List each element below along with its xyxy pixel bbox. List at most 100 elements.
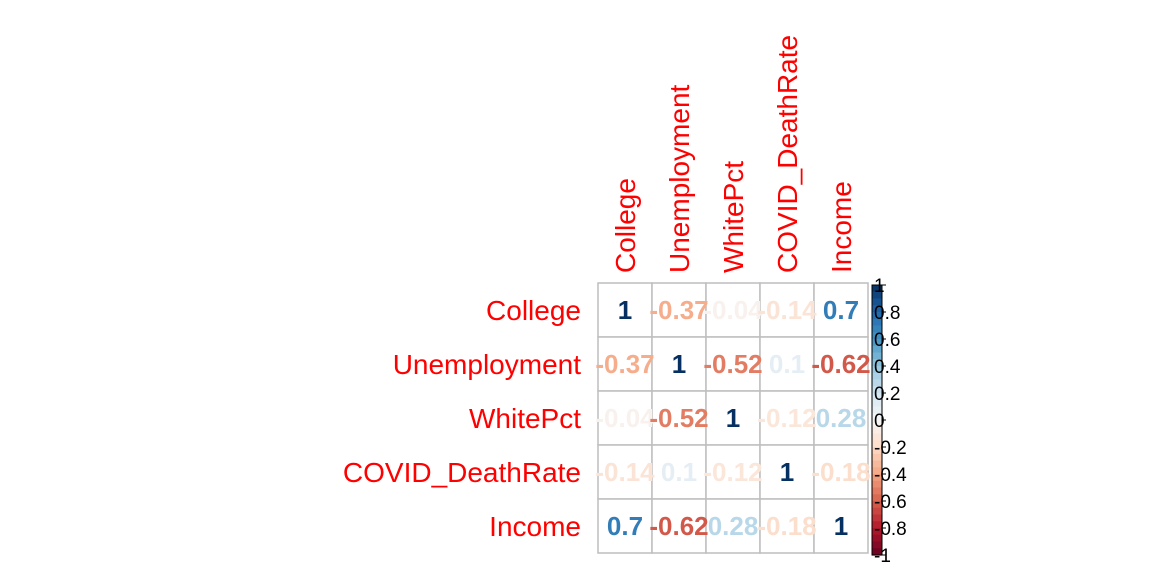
coefficient-label: 1 — [672, 349, 686, 379]
row-label: Income — [489, 511, 581, 542]
coefficient-label: 1 — [834, 511, 848, 541]
colorbar-tick-label: -0.2 — [874, 438, 907, 459]
coefficient-label: -0.14 — [757, 295, 817, 325]
coefficient-label: -0.18 — [757, 511, 816, 541]
grid-cell — [651, 282, 707, 338]
colorbar-segment — [872, 406, 882, 414]
coefficient-label: -0.18 — [811, 457, 870, 487]
colorbar-segment — [872, 501, 882, 509]
colorbar-segment — [872, 312, 882, 320]
colorbar-segment — [872, 474, 882, 482]
coefficient-label: 1 — [618, 295, 632, 325]
colorbar-tick-label: 0.6 — [874, 330, 900, 351]
colorbar-segment — [872, 541, 882, 549]
column-label: Unemployment — [664, 84, 695, 273]
colorbar-tick-label: 0.2 — [874, 384, 900, 405]
grid-cell — [651, 444, 707, 500]
row-label: WhitePct — [469, 403, 581, 434]
coefficient-label: -0.52 — [649, 403, 708, 433]
colorbar-segment — [872, 534, 882, 543]
coefficient-label: -0.04 — [595, 403, 655, 433]
grid-cell — [705, 498, 761, 554]
colorbar-tick-label: -1 — [874, 546, 891, 567]
colorbar-segment — [872, 521, 882, 529]
colorbar-segment — [872, 372, 882, 381]
colorbar-segment — [872, 507, 882, 516]
colorbar-segment — [872, 433, 882, 441]
coefficient-label: 0.28 — [708, 511, 759, 541]
coefficient-label: -0.37 — [649, 295, 708, 325]
colorbar-segment — [872, 528, 882, 536]
grid-cell — [597, 282, 653, 338]
colorbar-segment — [872, 426, 882, 435]
colorbar-tick-label: -0.4 — [874, 465, 907, 486]
grid-cell — [813, 336, 869, 392]
grid-cell — [705, 336, 761, 392]
colorbar-segment — [872, 305, 882, 313]
grid-cell — [651, 498, 707, 554]
grid-cell — [597, 444, 653, 500]
colorbar-segment — [872, 339, 882, 347]
colorbar-segment — [872, 291, 882, 300]
colorbar-tick-label: 0 — [874, 411, 885, 432]
coefficient-label: 0.28 — [816, 403, 867, 433]
colorbar-segment — [872, 467, 882, 475]
colorbar-tick-label: -0.6 — [874, 492, 907, 513]
coefficient-label: -0.52 — [703, 349, 762, 379]
grid-cell — [759, 444, 815, 500]
grid-cell — [813, 444, 869, 500]
grid-cell — [597, 336, 653, 392]
grid-cell — [813, 498, 869, 554]
coefficient-label: 0.7 — [607, 511, 643, 541]
grid-cell — [651, 390, 707, 446]
column-label: COVID_DeathRate — [772, 35, 803, 273]
coefficient-label: 0.1 — [661, 457, 697, 487]
colorbar-segment — [872, 285, 882, 293]
coefficient-label: -0.37 — [595, 349, 654, 379]
coefficient-label: -0.62 — [649, 511, 708, 541]
colorbar-tick-label: 1 — [874, 276, 885, 297]
column-label: College — [610, 178, 641, 273]
colorbar-segment — [872, 352, 882, 360]
colorbar-segment — [872, 413, 882, 421]
colorbar-tick-label: -0.8 — [874, 519, 907, 540]
row-label: COVID_DeathRate — [343, 457, 581, 488]
colorbar-segment — [872, 447, 882, 455]
colorbar-segment — [872, 386, 882, 394]
colorbar-segment — [872, 399, 882, 408]
colorbar-segment — [872, 460, 882, 468]
colorbar-segment — [872, 453, 882, 462]
coefficient-label: 0.7 — [823, 295, 859, 325]
colorbar-segment — [872, 345, 882, 354]
colorbar-segment — [872, 359, 882, 367]
coefficient-label: -0.14 — [595, 457, 655, 487]
coefficient-label: 1 — [726, 403, 740, 433]
row-label: College — [486, 295, 581, 326]
colorbar-segment — [872, 298, 882, 306]
colorbar-segment — [872, 332, 882, 340]
grid-cell — [597, 498, 653, 554]
grid-cell — [705, 444, 761, 500]
colorbar-segment — [872, 514, 882, 522]
colorbar-segment — [872, 420, 882, 428]
colorbar-tick-label: 0.8 — [874, 303, 900, 324]
row-label: Unemployment — [393, 349, 582, 380]
colorbar-tick-label: 0.4 — [874, 357, 901, 378]
colorbar-segment — [872, 393, 882, 401]
colorbar-segment — [872, 318, 882, 327]
column-label: Income — [826, 181, 857, 273]
coefficient-label: 0.1 — [769, 349, 805, 379]
coefficient-label: 1 — [780, 457, 794, 487]
coefficient-label: -0.12 — [703, 457, 762, 487]
colorbar-segment — [872, 494, 882, 502]
colorbar-segment — [872, 325, 882, 333]
colorbar-segment — [872, 548, 882, 556]
grid-cell — [759, 390, 815, 446]
column-label: WhitePct — [718, 161, 749, 273]
colorbar-segment — [872, 379, 882, 387]
coefficient-label: -0.62 — [811, 349, 870, 379]
colorbar-segment — [872, 487, 882, 495]
coefficient-label: -0.04 — [703, 295, 763, 325]
colorbar-segment — [872, 440, 882, 448]
